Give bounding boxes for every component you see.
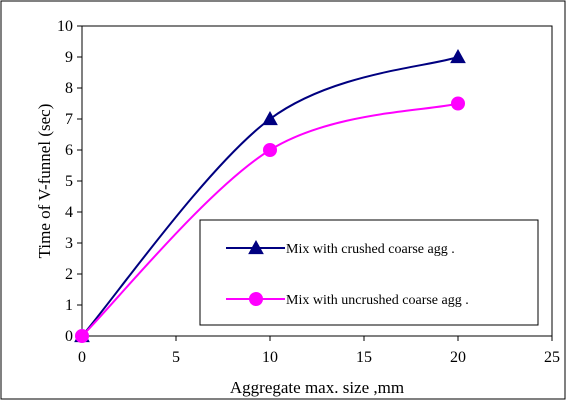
- legend-item-2: Mix with uncrushed coarse agg .: [226, 292, 469, 308]
- legend-label: Mix with crushed coarse agg .: [286, 242, 455, 257]
- x-axis-title: Aggregate max. size ,mm: [230, 378, 404, 397]
- y-tick-label: 6: [65, 142, 73, 159]
- y-tick-label: 2: [65, 266, 73, 283]
- legend: Mix with crushed coarse agg . Mix with un…: [199, 219, 539, 326]
- y-tick-label: 7: [65, 111, 73, 128]
- y-axis-title: Time of V-funnel (sec): [35, 104, 54, 259]
- y-tick-label: 5: [65, 173, 73, 190]
- legend-item-1: Mix with crushed coarse agg .: [226, 239, 455, 257]
- x-tick-label: 10: [262, 349, 278, 366]
- series-layer: [74, 48, 466, 343]
- data-point: [75, 329, 89, 343]
- data-point: [450, 48, 466, 64]
- y-tick-label: 8: [65, 80, 73, 97]
- x-axis: 0 5 10 15 20 25: [78, 336, 560, 366]
- y-tick-label: 0: [65, 328, 73, 345]
- data-point: [262, 110, 278, 126]
- x-tick-label: 0: [78, 349, 86, 366]
- x-tick-label: 5: [172, 349, 180, 366]
- y-axis: 0 1 2 3 4 5 6 7 8 9 10: [57, 18, 82, 345]
- series-2: [75, 96, 465, 343]
- x-tick-label: 15: [356, 349, 372, 366]
- legend-marker: [249, 292, 263, 306]
- x-tick-label: 25: [544, 349, 560, 366]
- y-tick-label: 10: [57, 18, 73, 35]
- y-tick-label: 1: [65, 297, 73, 314]
- y-tick-label: 9: [65, 49, 73, 66]
- data-point: [263, 143, 277, 157]
- y-tick-label: 3: [65, 235, 73, 252]
- x-tick-label: 20: [450, 349, 466, 366]
- legend-marker: [248, 239, 264, 255]
- legend-box: [199, 219, 539, 326]
- data-point: [451, 96, 465, 111]
- legend-label: Mix with uncrushed coarse agg .: [286, 293, 469, 308]
- y-tick-label: 4: [65, 204, 73, 221]
